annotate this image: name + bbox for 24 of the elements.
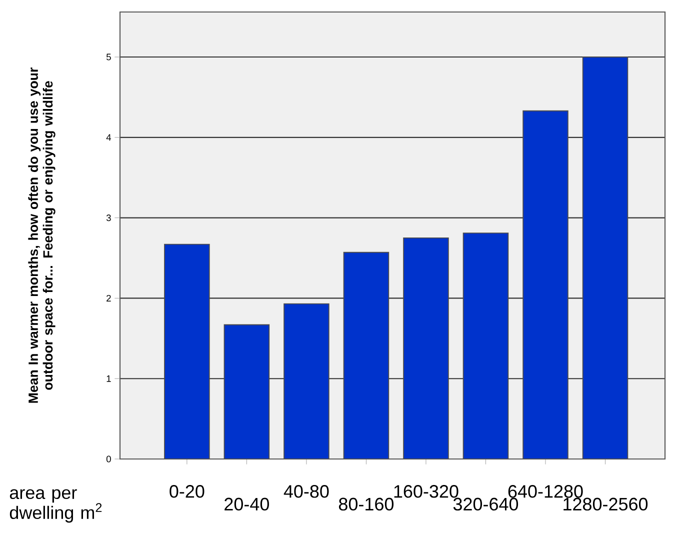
x-tick-label: 1280-2560 (564, 498, 648, 511)
x-axis-title: area per dwelling m$^{2}$ (10, 489, 102, 523)
bar (164, 244, 210, 459)
bar (404, 238, 448, 459)
y-tick-label: 4 (106, 134, 112, 141)
y-axis-title: Mean In warmer months, how often do you use your outdoor space for... Feeding or enjoying wildlife (28, 68, 56, 403)
x-tick-label: 80-160 (338, 498, 394, 511)
x-tick-label: 0-20 (170, 485, 204, 498)
x-tick-label: 20-40 (224, 498, 269, 511)
x-tick-label: 40-80 (284, 485, 329, 498)
x-tick-label: 160-320 (394, 485, 458, 498)
bar (463, 233, 508, 459)
x-tick-label: 320-640 (453, 498, 518, 511)
y-tick-label: 1 (106, 375, 111, 382)
bar (523, 110, 568, 459)
bar (582, 56, 628, 459)
bar (224, 324, 270, 459)
y-tick-label: 2 (106, 294, 111, 302)
y-tick-label: 3 (106, 214, 111, 222)
bar (344, 252, 389, 459)
y-tick-label: 5 (106, 54, 111, 60)
y-tick-label: 0 (106, 456, 111, 462)
x-tick-label: 640-1280 (508, 485, 583, 498)
bar (284, 304, 329, 459)
